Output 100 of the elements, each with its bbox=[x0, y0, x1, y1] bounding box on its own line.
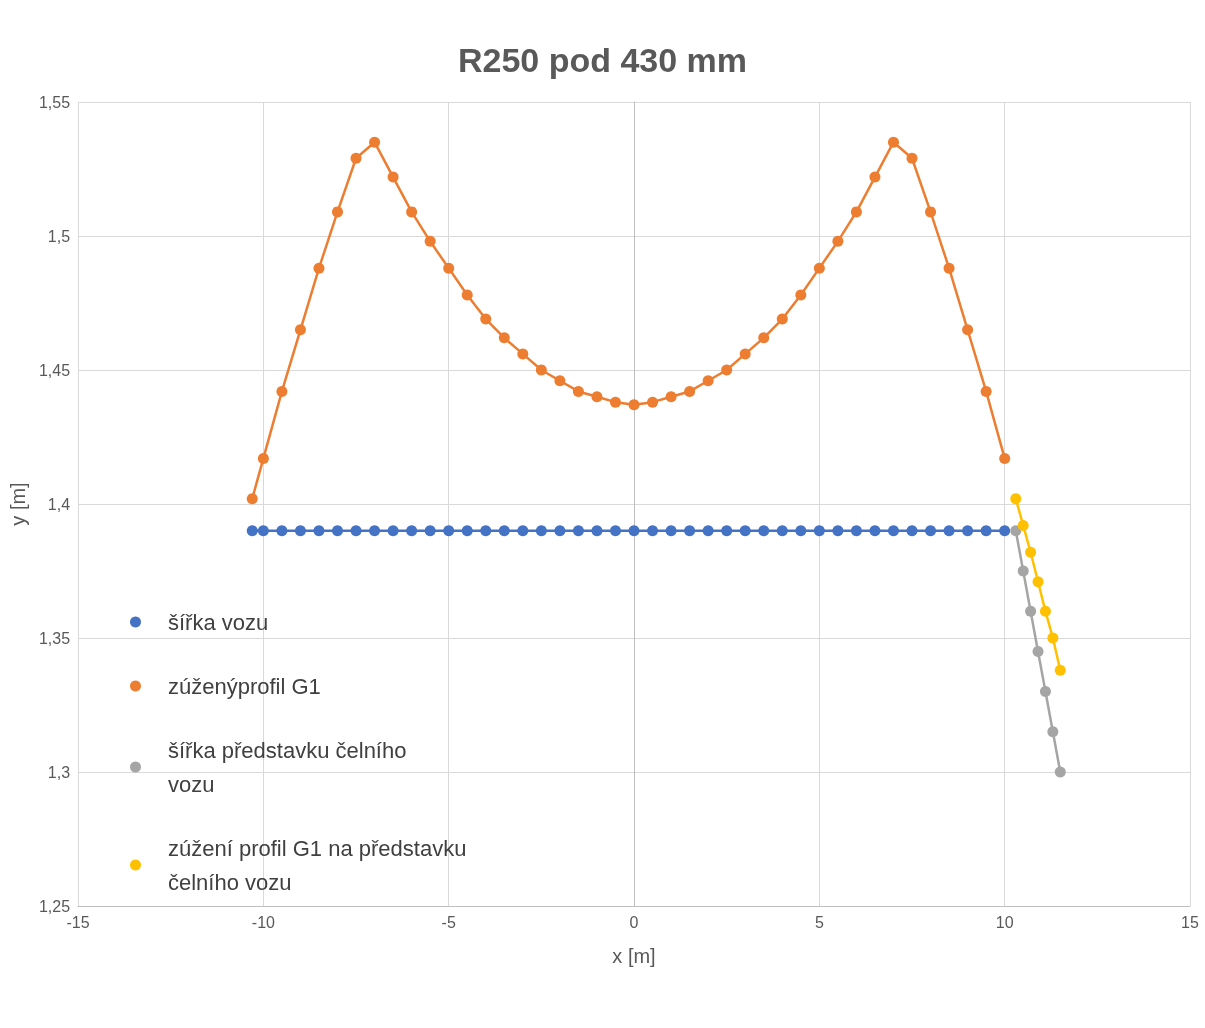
point bbox=[869, 171, 881, 183]
point bbox=[1047, 632, 1059, 644]
point bbox=[943, 262, 955, 274]
point bbox=[850, 525, 862, 537]
point bbox=[721, 525, 733, 537]
point bbox=[498, 332, 510, 344]
point bbox=[554, 375, 566, 387]
point bbox=[591, 525, 603, 537]
point bbox=[1032, 576, 1044, 588]
point bbox=[1025, 546, 1037, 558]
point bbox=[999, 452, 1011, 464]
point bbox=[369, 525, 381, 537]
point bbox=[702, 525, 714, 537]
point bbox=[332, 206, 343, 218]
x-tick-label: -5 bbox=[441, 913, 456, 931]
x-tick-label: -15 bbox=[66, 913, 90, 931]
legend-label: zúženýprofil G1 bbox=[168, 673, 321, 699]
point bbox=[776, 313, 788, 325]
point bbox=[1039, 605, 1051, 617]
point bbox=[887, 525, 899, 537]
point bbox=[684, 525, 696, 537]
y-tick-label: 1,55 bbox=[38, 93, 71, 111]
point bbox=[647, 525, 659, 537]
point bbox=[443, 525, 455, 537]
point bbox=[1047, 726, 1059, 738]
point bbox=[906, 525, 918, 537]
point bbox=[554, 525, 566, 537]
point bbox=[387, 171, 399, 183]
point bbox=[925, 206, 937, 218]
point bbox=[980, 525, 992, 537]
point bbox=[832, 525, 844, 537]
point bbox=[313, 525, 325, 537]
point bbox=[1054, 766, 1066, 778]
point bbox=[758, 525, 770, 537]
point bbox=[925, 525, 937, 537]
point bbox=[1025, 605, 1037, 617]
legend-label: šířka představku čelního vozu bbox=[168, 737, 413, 797]
point bbox=[350, 152, 362, 164]
point bbox=[246, 525, 258, 537]
point bbox=[739, 525, 751, 537]
chart-title: R250 pod 430 mm bbox=[457, 41, 748, 79]
point bbox=[517, 525, 529, 537]
point bbox=[461, 525, 473, 537]
point bbox=[1010, 525, 1022, 537]
point bbox=[628, 399, 640, 411]
point bbox=[610, 396, 621, 408]
y-tick-label: 1,35 bbox=[38, 629, 71, 647]
x-tick-label: 5 bbox=[814, 913, 824, 931]
point bbox=[406, 525, 418, 537]
point bbox=[962, 324, 974, 336]
point bbox=[498, 525, 510, 537]
point bbox=[1054, 664, 1066, 676]
point bbox=[480, 313, 492, 325]
point bbox=[702, 375, 714, 387]
point bbox=[647, 396, 659, 408]
point bbox=[406, 206, 418, 218]
point bbox=[424, 235, 436, 247]
point bbox=[610, 525, 621, 537]
point bbox=[480, 525, 492, 537]
point bbox=[276, 385, 288, 397]
point bbox=[776, 525, 788, 537]
y-tick-label: 1,3 bbox=[47, 763, 71, 781]
point bbox=[535, 364, 547, 376]
point bbox=[257, 452, 269, 464]
point bbox=[943, 525, 955, 537]
point bbox=[628, 525, 640, 537]
point bbox=[962, 525, 974, 537]
point bbox=[246, 493, 258, 505]
point bbox=[980, 385, 992, 397]
point bbox=[572, 385, 584, 397]
legend-label: šířka vozu bbox=[168, 609, 269, 635]
point bbox=[813, 262, 825, 274]
point bbox=[572, 525, 584, 537]
point bbox=[1032, 645, 1044, 657]
point bbox=[294, 324, 306, 336]
point bbox=[758, 332, 770, 344]
point bbox=[665, 525, 677, 537]
point bbox=[387, 525, 399, 537]
x-tick-label: 0 bbox=[629, 913, 639, 931]
point bbox=[850, 206, 862, 218]
point bbox=[517, 348, 529, 360]
x-tick-label: 10 bbox=[995, 913, 1014, 931]
point bbox=[313, 262, 325, 274]
point bbox=[887, 136, 899, 148]
point bbox=[257, 525, 269, 537]
x-tick-label: -10 bbox=[251, 913, 276, 931]
point bbox=[869, 525, 881, 537]
point bbox=[276, 525, 288, 537]
point bbox=[1010, 493, 1022, 505]
point bbox=[795, 289, 807, 301]
point bbox=[461, 289, 473, 301]
point bbox=[665, 391, 677, 403]
point bbox=[350, 525, 362, 537]
y-tick-label: 1,25 bbox=[38, 897, 71, 915]
point bbox=[721, 364, 733, 376]
point bbox=[1039, 686, 1051, 698]
point bbox=[795, 525, 807, 537]
point bbox=[684, 385, 696, 397]
point bbox=[906, 152, 918, 164]
point bbox=[424, 525, 436, 537]
